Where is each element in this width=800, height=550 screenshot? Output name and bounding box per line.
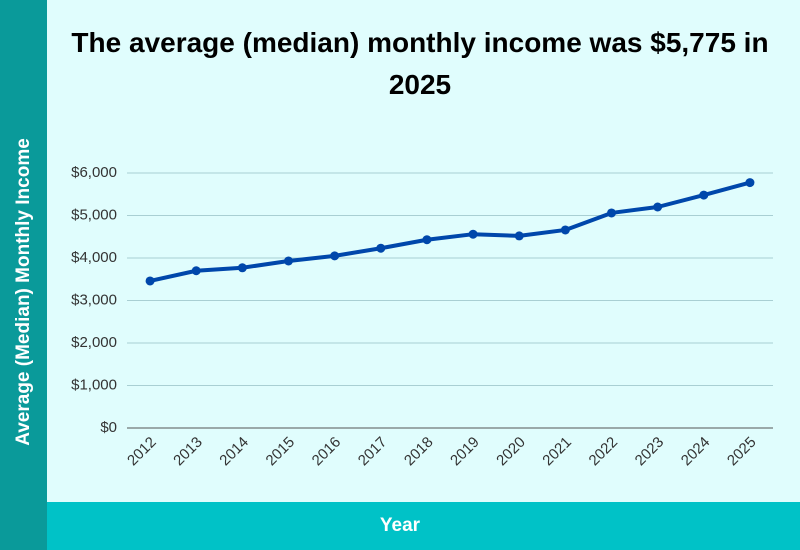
x-tick-label: 2013 (170, 434, 206, 470)
y-tick-label: $2,000 (71, 334, 117, 351)
point (284, 256, 293, 266)
x-tick-label: 2014 (216, 434, 252, 470)
point (422, 235, 432, 245)
x-tick-label: 2020 (493, 434, 529, 470)
x-tick-label: 2012 (124, 434, 160, 470)
y-tick-label: $5,000 (71, 206, 117, 223)
x-axis-title: Year (380, 515, 421, 536)
point (330, 251, 340, 261)
chart-title: The average (median) monthly income was … (71, 27, 769, 100)
point (607, 208, 616, 218)
point (145, 276, 155, 286)
x-tick-label: 2019 (447, 434, 483, 470)
point (745, 178, 755, 188)
point (376, 243, 386, 253)
x-tick-label: 2016 (309, 434, 345, 470)
y-tick-label: $1,000 (71, 376, 117, 393)
y-tick-label: $6,000 (71, 164, 117, 181)
line (149, 180, 751, 283)
x-tick-label: 2021 (539, 434, 575, 470)
x-axis-band (47, 502, 800, 550)
x-tick-label: 2015 (263, 434, 299, 470)
y-axis-band (0, 0, 47, 550)
y-tick-label: $0 (100, 419, 117, 436)
x-tick-label: 2022 (586, 434, 622, 470)
point (514, 231, 524, 241)
point (653, 202, 663, 212)
x-tick-label: 2023 (632, 434, 668, 470)
x-tick-label: 2017 (355, 434, 391, 470)
point (699, 190, 709, 200)
point (560, 225, 570, 235)
x-tick-label: 2018 (401, 434, 437, 470)
y-axis-title: Average (Median) Monthly Income (13, 138, 34, 446)
y-tick-label: $3,000 (71, 291, 117, 308)
x-tick-label: 2025 (724, 434, 760, 470)
point (468, 229, 478, 239)
y-tick-label: $4,000 (71, 249, 117, 266)
point (237, 263, 247, 273)
point (191, 266, 201, 276)
x-tick-label: 2024 (678, 434, 714, 470)
